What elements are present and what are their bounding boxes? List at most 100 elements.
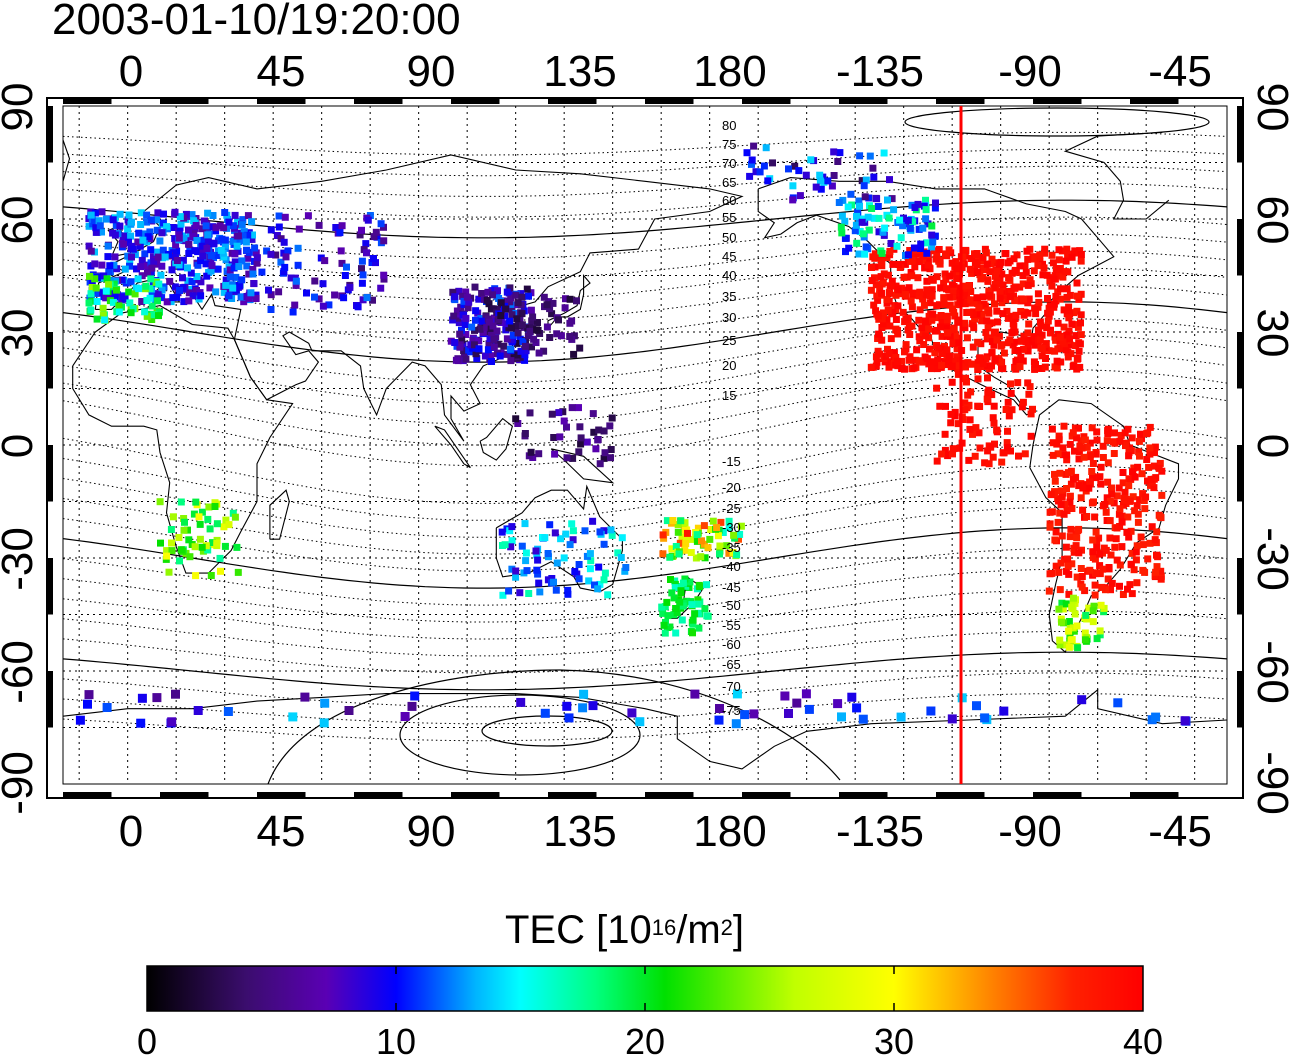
tec-point — [233, 543, 241, 551]
tec-point — [887, 240, 895, 247]
tec-point — [1060, 422, 1068, 430]
tec-point — [962, 247, 970, 255]
tec-point — [892, 282, 900, 290]
tec-point — [884, 196, 891, 204]
frame-tick — [160, 98, 209, 104]
tec-point — [95, 217, 103, 225]
tec-point — [1039, 271, 1047, 279]
tec-point — [489, 291, 496, 299]
tec-point — [1036, 251, 1044, 259]
tec-point — [526, 327, 534, 335]
mlat-contour — [63, 131, 1227, 156]
tec-point — [918, 324, 926, 332]
tec-point — [216, 554, 224, 562]
tec-point — [338, 222, 346, 230]
tec-point — [485, 318, 493, 326]
tec-point — [1111, 543, 1119, 551]
frame-tick — [257, 792, 306, 798]
tec-point — [960, 291, 968, 299]
tec-point — [173, 293, 181, 301]
tec-point — [691, 610, 699, 618]
tec-point — [1103, 437, 1111, 445]
tec-point — [229, 284, 237, 292]
tec-point — [1002, 250, 1010, 257]
tec-point — [212, 224, 220, 232]
tec-point — [961, 324, 969, 332]
tec-point — [199, 247, 207, 255]
tec-point — [135, 285, 143, 293]
frame-tick — [63, 792, 112, 798]
tec-point — [159, 219, 167, 227]
tec-point — [1107, 586, 1114, 594]
tec-point — [853, 239, 861, 247]
tec-point — [885, 350, 893, 358]
tec-point — [168, 547, 176, 555]
tec-point — [971, 315, 979, 323]
tec-point — [275, 212, 283, 220]
tec-point — [1127, 475, 1135, 483]
tec-point — [507, 543, 515, 551]
tec-point — [1050, 300, 1058, 308]
tec-point — [1065, 570, 1073, 578]
tec-point — [337, 247, 345, 255]
tec-point — [1077, 319, 1084, 327]
tec-point — [332, 224, 340, 231]
tec-point — [1056, 636, 1064, 644]
tec-point — [300, 692, 310, 702]
tec-point — [968, 360, 976, 368]
tec-point — [817, 185, 825, 193]
frame-tick — [47, 332, 53, 389]
tec-point — [1062, 543, 1070, 551]
tec-point — [195, 513, 203, 521]
tec-point — [575, 404, 582, 412]
tec-point — [153, 226, 161, 234]
tec-point — [731, 719, 741, 729]
tec-point — [679, 602, 687, 610]
tec-point — [1081, 436, 1089, 444]
coastline — [269, 489, 290, 540]
tec-point — [686, 578, 694, 586]
tec-point — [1062, 600, 1070, 608]
tec-point — [548, 410, 556, 418]
tec-point — [551, 450, 559, 458]
tec-point — [693, 537, 701, 545]
tec-point — [948, 281, 956, 289]
tec-point — [494, 340, 502, 348]
tec-point — [490, 343, 498, 351]
south-pole-contour — [399, 694, 641, 776]
frame-tick — [548, 792, 597, 798]
tec-point — [1057, 501, 1065, 509]
tec-point — [946, 272, 954, 280]
tec-point — [167, 298, 175, 306]
tec-point — [1119, 469, 1127, 476]
tec-point — [877, 273, 885, 281]
tec-point — [867, 363, 875, 371]
colorbar-label: 10 — [376, 1021, 416, 1057]
tec-point — [719, 529, 727, 536]
tec-point — [906, 247, 914, 254]
tec-point — [1081, 629, 1089, 637]
tec-point — [126, 299, 134, 307]
tec-point — [1058, 618, 1065, 626]
tec-point — [494, 287, 501, 295]
tec-point — [1081, 636, 1089, 644]
tec-point — [156, 237, 164, 245]
tec-point — [1031, 304, 1039, 312]
tec-point — [659, 609, 667, 617]
tec-point — [484, 288, 492, 296]
tec-point — [514, 329, 522, 337]
mlat-contour — [63, 182, 1227, 218]
tec-point — [878, 289, 886, 297]
tec-point — [1123, 528, 1131, 536]
tec-point — [932, 255, 940, 263]
tec-point — [973, 268, 981, 276]
tec-point — [528, 343, 535, 351]
tec-point — [990, 284, 998, 292]
tec-point — [462, 314, 470, 322]
tec-point — [518, 542, 526, 550]
tec-point — [749, 709, 759, 719]
tec-point — [838, 229, 846, 237]
tec-point — [866, 152, 874, 160]
tec-point — [923, 355, 931, 363]
tec-point — [377, 220, 385, 228]
